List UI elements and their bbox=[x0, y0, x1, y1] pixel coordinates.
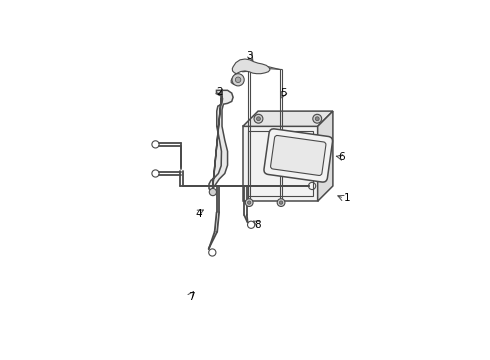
Circle shape bbox=[232, 74, 244, 86]
Circle shape bbox=[254, 114, 263, 123]
FancyBboxPatch shape bbox=[264, 129, 333, 182]
Text: 1: 1 bbox=[343, 193, 350, 203]
Polygon shape bbox=[243, 111, 333, 126]
Circle shape bbox=[279, 201, 283, 204]
Text: 8: 8 bbox=[255, 220, 261, 230]
Polygon shape bbox=[231, 59, 270, 85]
Polygon shape bbox=[243, 126, 318, 201]
FancyBboxPatch shape bbox=[270, 135, 326, 175]
Polygon shape bbox=[209, 90, 233, 192]
Circle shape bbox=[277, 199, 285, 207]
Circle shape bbox=[235, 77, 241, 82]
Text: 5: 5 bbox=[280, 88, 286, 98]
Text: 2: 2 bbox=[216, 87, 222, 97]
Circle shape bbox=[247, 201, 251, 204]
Circle shape bbox=[257, 117, 260, 121]
Text: 3: 3 bbox=[246, 51, 253, 61]
Circle shape bbox=[209, 188, 217, 195]
Circle shape bbox=[313, 114, 321, 123]
Circle shape bbox=[315, 117, 319, 121]
Polygon shape bbox=[318, 111, 333, 201]
Text: 7: 7 bbox=[188, 292, 195, 302]
Circle shape bbox=[245, 199, 253, 207]
Text: 4: 4 bbox=[195, 209, 202, 219]
Text: 6: 6 bbox=[338, 152, 344, 162]
